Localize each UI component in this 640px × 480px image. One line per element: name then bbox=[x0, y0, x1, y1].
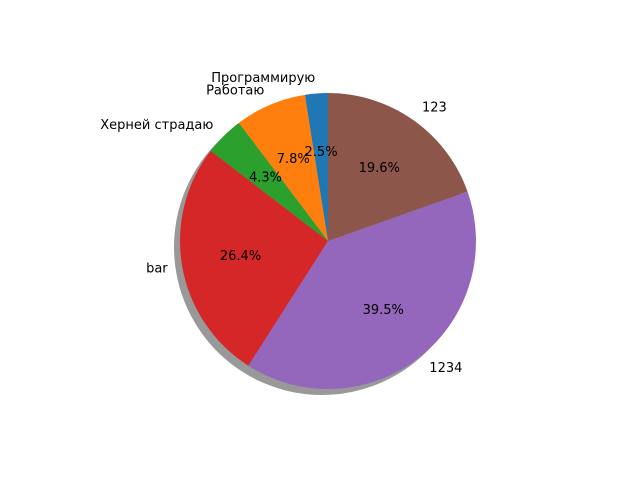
slice-label-1234: 1234 bbox=[429, 361, 462, 376]
pie-slice-1234 bbox=[248, 191, 476, 390]
slice-percent-работаю: 7.8% bbox=[277, 152, 310, 167]
pie-labels: Программирую 2.5% Работаю 7.8% Херней страда… bbox=[100, 71, 462, 376]
slice-percent-херней-страдаю: 4.3% bbox=[249, 170, 282, 185]
slice-label-работаю: Работаю bbox=[206, 84, 264, 99]
pie-slice-bar bbox=[180, 150, 328, 366]
slice-percent-программирую: 2.5% bbox=[305, 145, 338, 160]
slice-label-bar: bar bbox=[146, 262, 168, 277]
pie-slices bbox=[180, 93, 476, 390]
slice-percent-123: 19.6% bbox=[359, 161, 400, 176]
slice-label-программирую: Программирую bbox=[211, 71, 315, 86]
pie-slice-херней-страдаю bbox=[210, 122, 328, 241]
slice-percent-1234: 39.5% bbox=[363, 303, 404, 318]
slice-percent-bar: 26.4% bbox=[220, 249, 261, 264]
slice-label-123: 123 bbox=[422, 101, 447, 116]
slice-label-херней-страдаю: Херней страдаю bbox=[100, 118, 213, 133]
pie-slice-123 bbox=[328, 93, 468, 241]
pie-slice-работаю bbox=[238, 94, 328, 241]
pie-slice-программирую bbox=[304, 93, 328, 241]
